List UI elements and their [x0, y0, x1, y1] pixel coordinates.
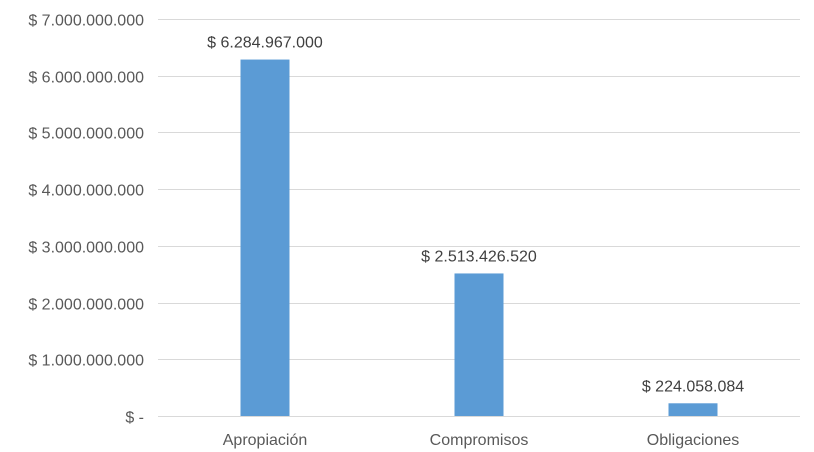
category-label: Apropiación — [223, 432, 308, 449]
category-label: Compromisos — [430, 432, 529, 449]
y-tick-label: $ 5.000.000.000 — [28, 126, 144, 143]
bar-obligaciones — [668, 403, 718, 416]
data-label: $ 2.513.426.520 — [421, 248, 537, 265]
y-tick-label: $ - — [125, 410, 144, 427]
y-tick-label: $ 1.000.000.000 — [28, 353, 144, 370]
data-labels: $ 6.284.967.000 $ 2.513.426.520 $ 224.058.… — [207, 35, 744, 396]
y-tick-label: $ 4.000.000.000 — [28, 183, 144, 200]
bar-compromisos — [454, 273, 504, 416]
y-tick-label: $ 3.000.000.000 — [28, 240, 144, 257]
y-axis-tick-labels: $ - $ 1.000.000.000 $ 2.000.000.000 $ 3.000… — [28, 13, 144, 427]
bars — [240, 59, 718, 417]
y-tick-label: $ 2.000.000.000 — [28, 297, 144, 314]
x-axis-category-labels: Apropiación Compromisos Obligaciones — [223, 432, 740, 449]
y-tick-label: $ 7.000.000.000 — [28, 13, 144, 30]
bar-apropiación — [240, 59, 290, 417]
data-label: $ 224.058.084 — [642, 378, 744, 395]
category-label: Obligaciones — [647, 432, 740, 449]
data-label: $ 6.284.967.000 — [207, 35, 323, 52]
y-tick-label: $ 6.000.000.000 — [28, 70, 144, 87]
